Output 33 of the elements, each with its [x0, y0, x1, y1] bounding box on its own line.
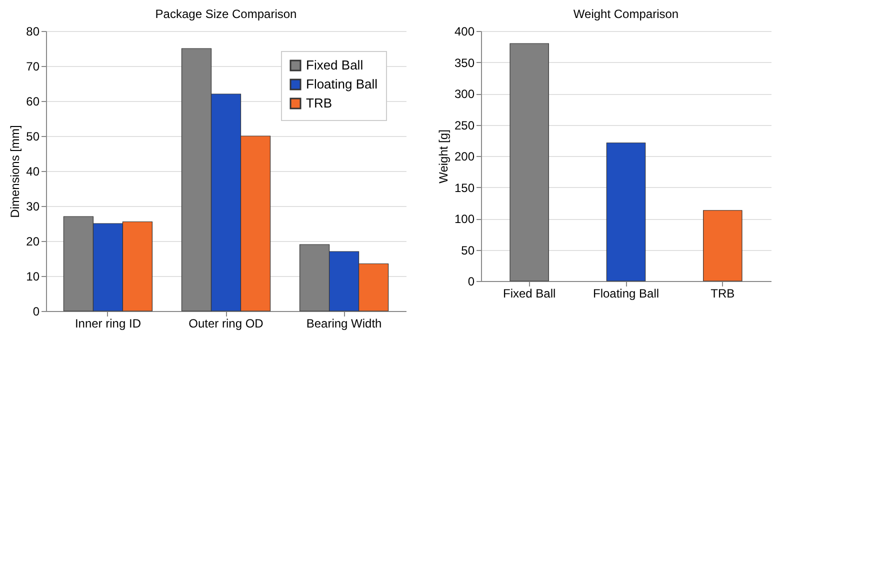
y-axis-title: Weight [g]: [436, 130, 450, 184]
x-tick-label: Inner ring ID: [74, 316, 142, 330]
y-tick-label: 40: [26, 164, 40, 178]
bar: [703, 210, 742, 282]
y-tick-label: 400: [454, 24, 475, 38]
x-tick-label: TRB: [710, 286, 735, 300]
x-tick-label: Bearing Width: [306, 316, 382, 330]
y-tick-label: 0: [32, 304, 40, 318]
legend-label: Fixed Ball: [306, 58, 364, 72]
x-tick-label: Outer ring OD: [188, 316, 264, 330]
y-tick-label: 20: [26, 234, 40, 248]
x-tick-label: Fixed Ball: [502, 286, 556, 300]
chart-title: Package Size Comparison: [155, 7, 297, 21]
y-tick-label: 300: [454, 87, 475, 101]
y-axis-title: Dimensions [mm]: [8, 125, 22, 218]
y-tick-label: 100: [454, 212, 475, 226]
x-tick-label: Floating Ball: [592, 286, 660, 300]
y-tick-label: 50: [461, 243, 475, 258]
y-tick-label: 60: [26, 94, 40, 108]
y-tick-label: 50: [26, 130, 40, 144]
y-tick-label: 30: [26, 200, 40, 214]
legend-label: Floating Ball: [306, 76, 378, 92]
legend-label: TRB: [306, 96, 332, 110]
y-tick-label: 150: [454, 180, 475, 195]
y-tick-label: 80: [26, 24, 40, 38]
y-tick-label: 10: [26, 270, 40, 284]
y-tick-label: 70: [26, 60, 40, 74]
bar: [606, 142, 646, 282]
y-tick-label: 250: [454, 118, 475, 132]
y-tick-label: 200: [454, 150, 475, 164]
y-tick-label: 0: [468, 274, 475, 288]
y-tick-label: 350: [454, 56, 475, 70]
chart-title: Weight Comparison: [573, 7, 679, 21]
